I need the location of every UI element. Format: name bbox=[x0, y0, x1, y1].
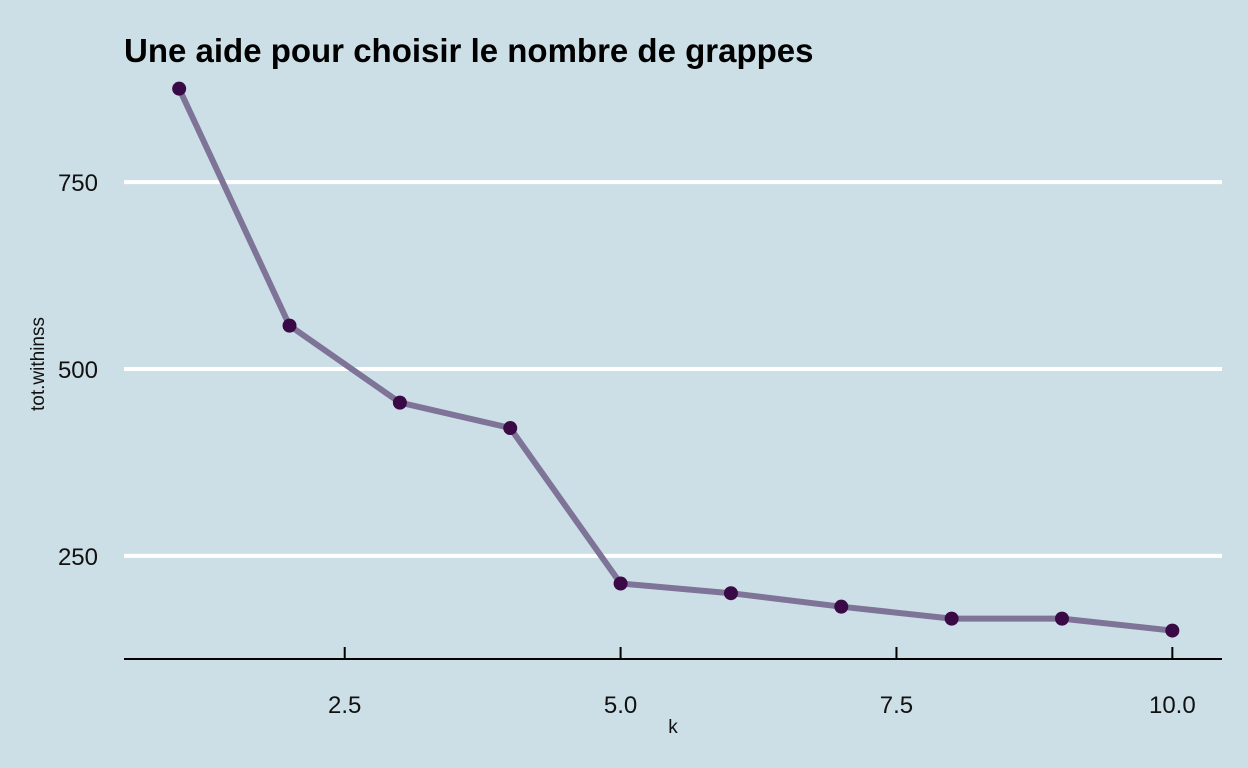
data-point-k8 bbox=[944, 611, 959, 626]
data-point-k9 bbox=[1054, 611, 1069, 626]
x-tick-labels: 2.5 5.0 7.5 10.0 bbox=[328, 647, 1196, 719]
data-point-k7 bbox=[834, 599, 849, 614]
y-tick-label: 750 bbox=[58, 170, 98, 197]
series-points bbox=[172, 81, 1180, 638]
y-tick-label: 250 bbox=[58, 544, 98, 571]
chart-title: Une aide pour choisir le nombre de grapp… bbox=[124, 32, 814, 69]
data-point-k1 bbox=[172, 81, 187, 96]
data-point-k5 bbox=[613, 576, 628, 591]
x-tick-label: 10.0 bbox=[1149, 692, 1196, 719]
x-tick-label: 5.0 bbox=[604, 692, 637, 719]
series-line-path bbox=[176, 85, 1176, 634]
data-point-k10 bbox=[1165, 623, 1180, 638]
x-axis-label: k bbox=[668, 717, 678, 738]
x-tick-label: 2.5 bbox=[328, 692, 361, 719]
series-line bbox=[176, 85, 1176, 634]
data-point-k4 bbox=[503, 421, 518, 436]
data-point-k3 bbox=[392, 395, 407, 410]
y-tick-label: 500 bbox=[58, 357, 98, 384]
data-point-k2 bbox=[282, 318, 297, 333]
y-tick-labels: 250 500 750 bbox=[58, 170, 98, 571]
gridlines bbox=[124, 180, 1222, 558]
data-point-k6 bbox=[723, 586, 738, 601]
y-axis-label: tot.withinss bbox=[28, 317, 49, 411]
x-tick-label: 7.5 bbox=[880, 692, 913, 719]
